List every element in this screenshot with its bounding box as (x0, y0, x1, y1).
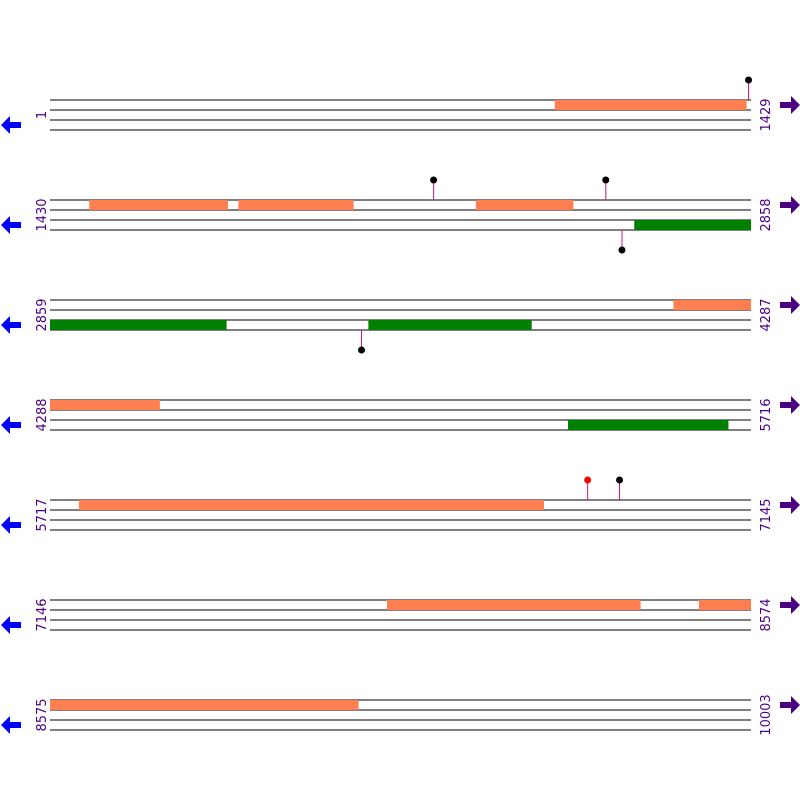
forward-feature-bar[interactable] (50, 400, 160, 410)
start-coordinate-label: 4288 (35, 398, 50, 431)
forward-arrow-icon (780, 596, 800, 614)
site-marker[interactable] (616, 476, 624, 484)
forward-feature-bar[interactable] (238, 200, 354, 210)
forward-feature-bar[interactable] (475, 200, 574, 210)
sequence-row: 8575 10003 (1, 694, 800, 736)
site-marker[interactable] (430, 176, 438, 184)
end-coordinate-label: 8574 (759, 598, 774, 631)
forward-feature-bar[interactable] (89, 200, 229, 210)
forward-arrow-icon (780, 696, 800, 714)
sequence-row: 7146 8574 (1, 596, 800, 634)
start-coordinate-label: 8575 (35, 698, 50, 731)
sequence-row: 5717 7145 (1, 476, 800, 534)
forward-feature-bar[interactable] (50, 700, 359, 710)
forward-feature-bar[interactable] (699, 600, 751, 610)
site-marker[interactable] (584, 476, 592, 484)
start-coordinate-label: 1430 (35, 198, 50, 231)
forward-feature-bar[interactable] (554, 100, 747, 110)
end-coordinate-label: 4287 (759, 298, 774, 331)
forward-feature-bar[interactable] (673, 300, 751, 310)
start-coordinate-label: 2859 (35, 298, 50, 331)
reverse-feature-bar[interactable] (50, 320, 227, 330)
sequence-row: 4288 5716 (1, 396, 800, 434)
site-marker[interactable] (602, 176, 610, 184)
reverse-arrow-icon (1, 116, 21, 134)
start-coordinate-label: 1 (35, 111, 50, 119)
end-coordinate-label: 7145 (759, 498, 774, 531)
start-coordinate-label: 5717 (35, 498, 50, 531)
reverse-feature-bar[interactable] (568, 420, 729, 430)
end-coordinate-label: 2858 (759, 198, 774, 231)
end-coordinate-label: 5716 (759, 398, 774, 431)
forward-feature-bar[interactable] (78, 500, 544, 510)
forward-arrow-icon (780, 96, 800, 114)
forward-feature-bar[interactable] (387, 600, 641, 610)
forward-arrow-icon (780, 496, 800, 514)
reverse-arrow-icon (1, 216, 21, 234)
reverse-arrow-icon (1, 516, 21, 534)
reverse-feature-bar[interactable] (368, 320, 532, 330)
reverse-arrow-icon (1, 416, 21, 434)
sequence-row: 1 1429 (1, 76, 800, 134)
forward-arrow-icon (780, 396, 800, 414)
reverse-arrow-icon (1, 716, 21, 734)
site-marker[interactable] (358, 346, 366, 354)
forward-arrow-icon (780, 296, 800, 314)
end-coordinate-label: 10003 (759, 694, 774, 735)
forward-arrow-icon (780, 196, 800, 214)
site-marker[interactable] (745, 76, 753, 84)
reverse-arrow-icon (1, 316, 21, 334)
start-coordinate-label: 7146 (35, 598, 50, 631)
reverse-arrow-icon (1, 616, 21, 634)
sequence-row: 2859 4287 (1, 296, 800, 354)
site-marker[interactable] (618, 246, 626, 254)
end-coordinate-label: 1429 (759, 98, 774, 131)
reverse-feature-bar[interactable] (634, 220, 751, 230)
sequence-row: 1430 2858 (1, 176, 800, 254)
